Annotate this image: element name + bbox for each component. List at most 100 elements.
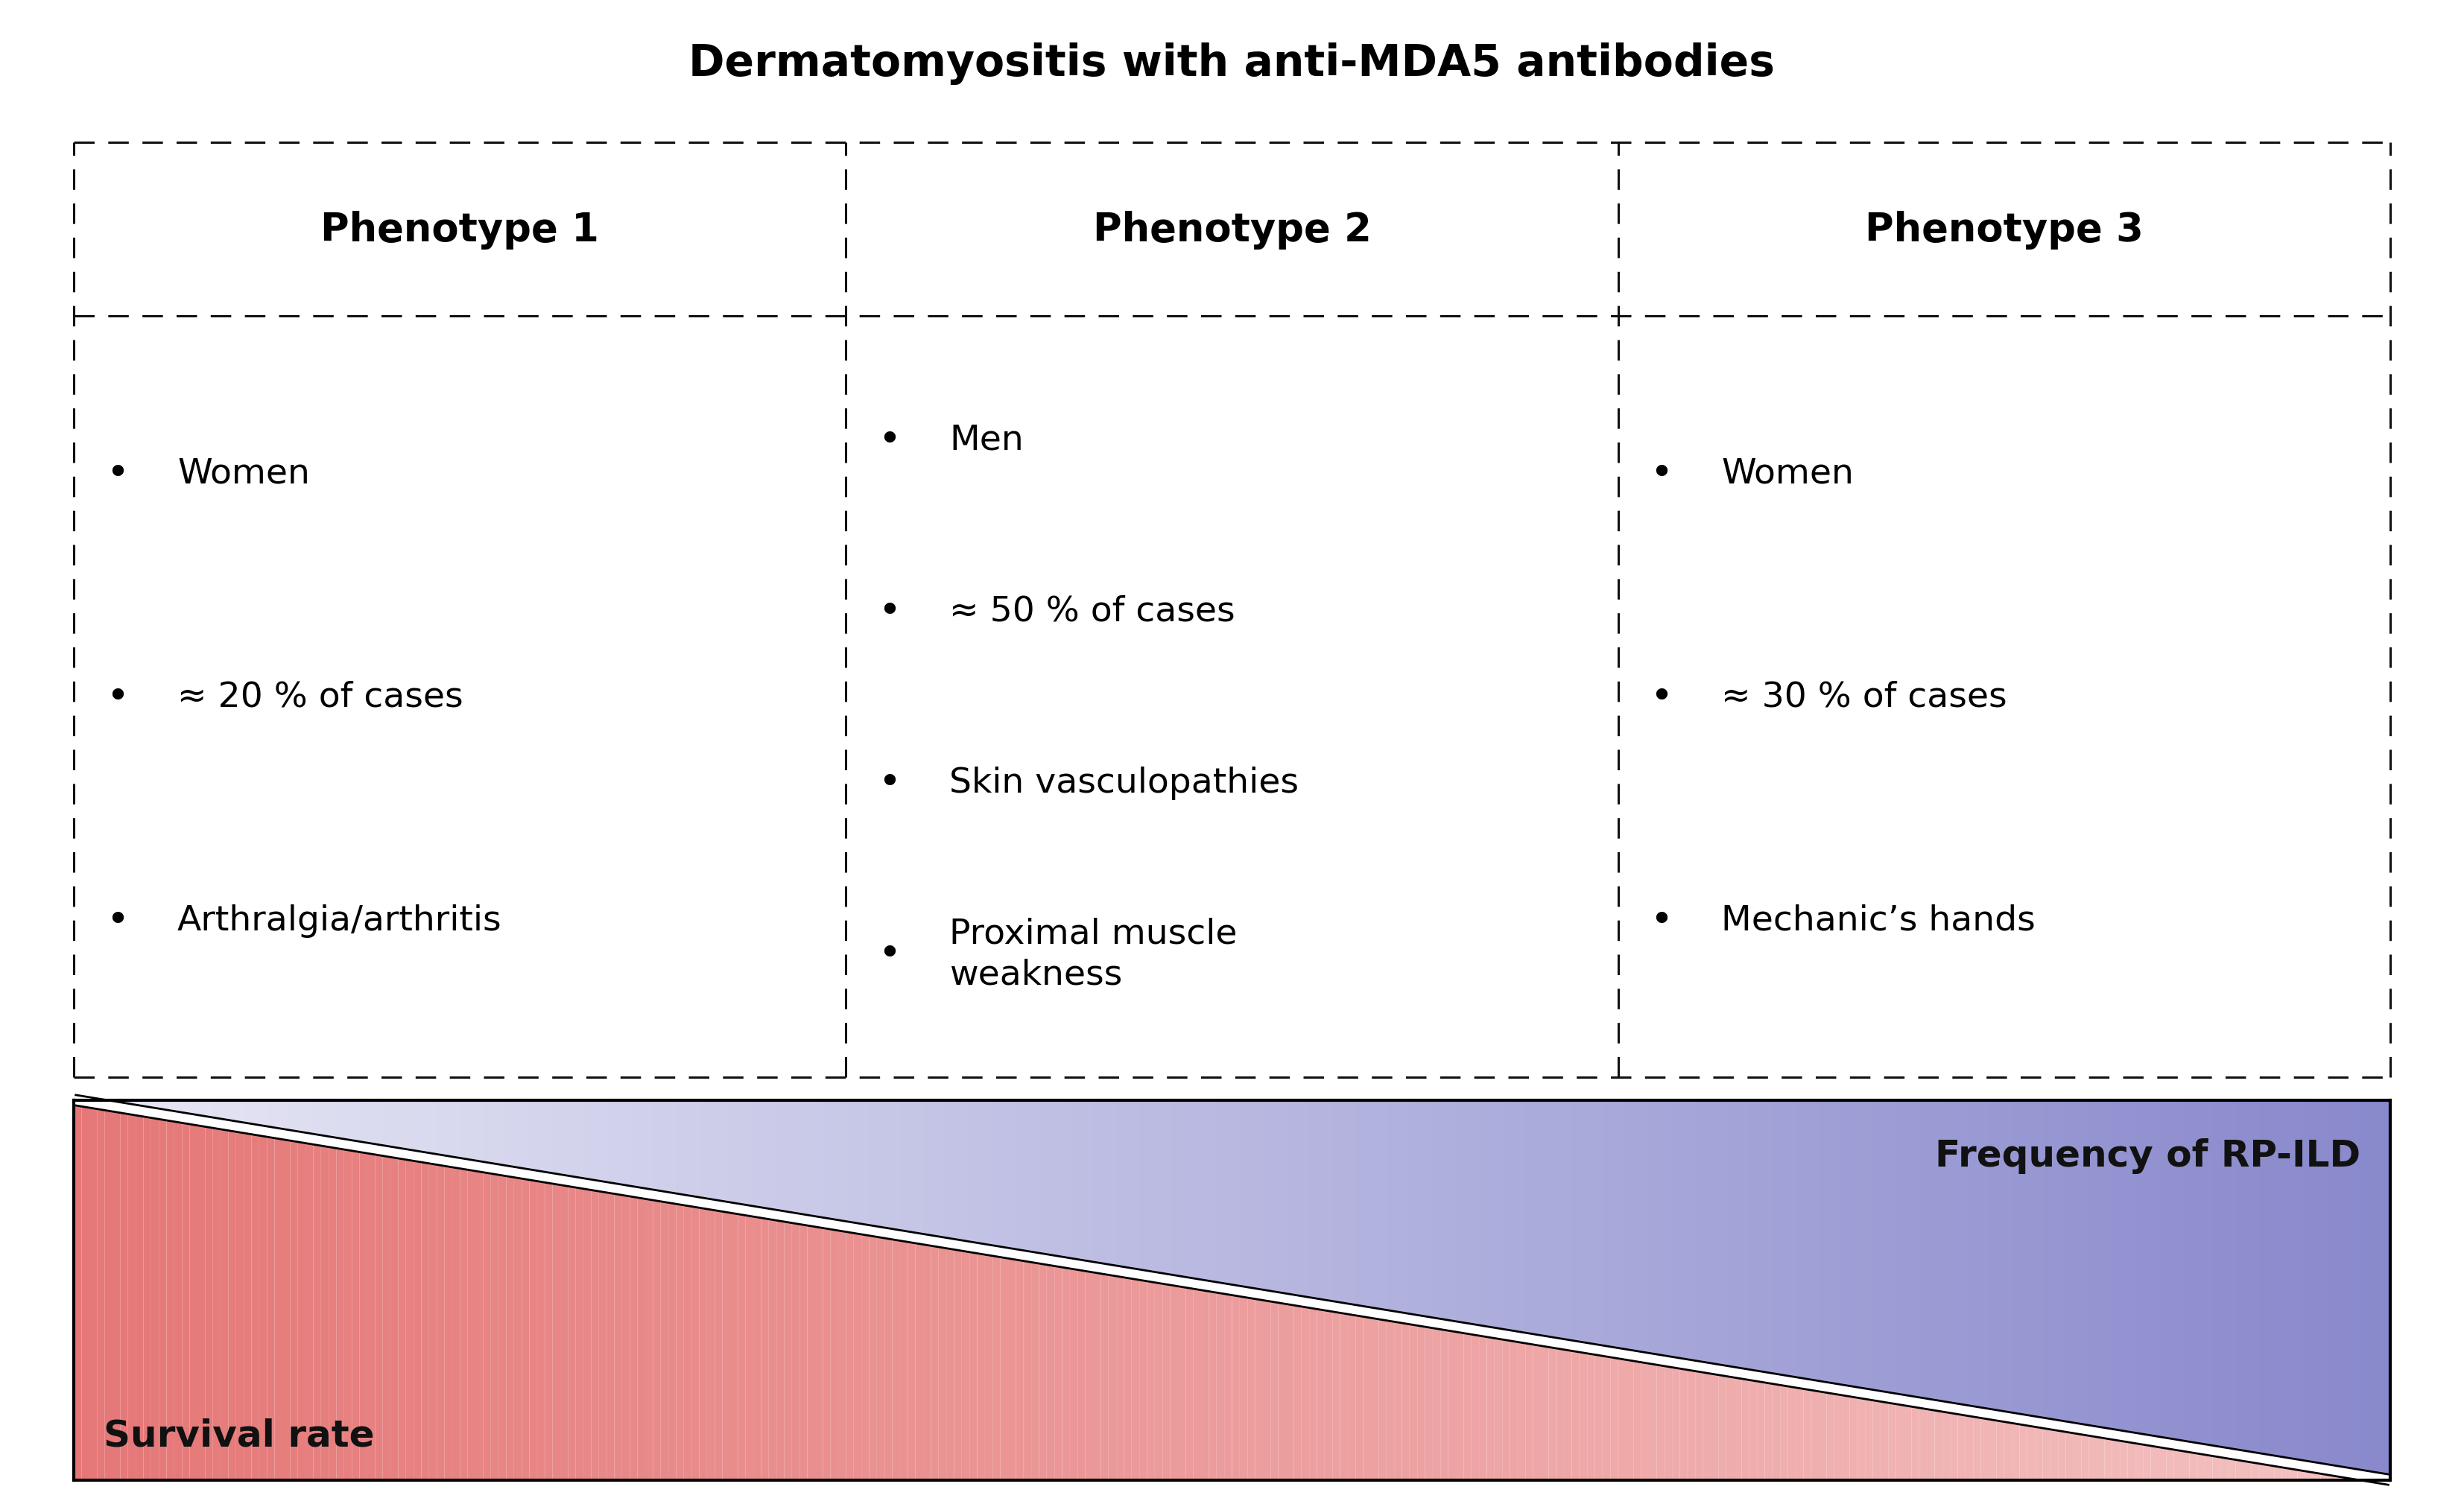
Polygon shape [1247,1100,1254,1295]
Polygon shape [121,1108,128,1480]
Text: Phenotype 1: Phenotype 1 [320,211,599,249]
Polygon shape [606,1100,614,1189]
Polygon shape [754,1212,761,1480]
Polygon shape [2213,1451,2220,1480]
Polygon shape [306,1138,313,1480]
Polygon shape [2235,1454,2242,1480]
Polygon shape [870,1100,877,1231]
Polygon shape [816,1222,823,1480]
Polygon shape [1370,1313,1380,1480]
Polygon shape [1464,1100,1471,1329]
Polygon shape [537,1100,545,1177]
Polygon shape [1409,1100,1417,1320]
Polygon shape [653,1195,660,1480]
Polygon shape [1200,1100,1210,1285]
Polygon shape [2306,1466,2314,1480]
Polygon shape [498,1100,505,1171]
Polygon shape [1572,1100,1579,1347]
Polygon shape [707,1204,715,1480]
Polygon shape [158,1114,168,1480]
Polygon shape [2328,1469,2336,1480]
Polygon shape [1402,1317,1409,1480]
Polygon shape [1619,1100,1626,1355]
Polygon shape [1826,1388,1833,1480]
Polygon shape [939,1242,946,1480]
Polygon shape [924,1100,931,1240]
Polygon shape [761,1213,769,1480]
Polygon shape [924,1239,931,1480]
Polygon shape [1764,1100,1772,1379]
Polygon shape [968,1100,978,1248]
Polygon shape [2274,1100,2282,1462]
Polygon shape [845,1227,853,1480]
Polygon shape [715,1100,722,1207]
Polygon shape [382,1100,389,1151]
Polygon shape [407,1154,414,1480]
Polygon shape [1611,1352,1619,1480]
Polygon shape [1981,1412,1988,1480]
Text: Phenotype 2: Phenotype 2 [1092,211,1372,249]
Polygon shape [2158,1100,2166,1444]
Polygon shape [345,1100,352,1145]
Polygon shape [1109,1100,1116,1270]
Polygon shape [1264,1100,1271,1296]
Polygon shape [1486,1332,1496,1480]
Polygon shape [1441,1100,1449,1326]
Polygon shape [1217,1287,1225,1480]
Polygon shape [313,1100,320,1141]
Polygon shape [1193,1100,1200,1285]
Polygon shape [113,1106,121,1480]
Text: Arthralgia/arthritis: Arthralgia/arthritis [177,904,503,937]
Polygon shape [1966,1411,1974,1480]
Text: Men: Men [949,423,1023,457]
Polygon shape [729,1207,737,1480]
Polygon shape [1210,1100,1217,1287]
Polygon shape [229,1100,237,1127]
Polygon shape [1015,1100,1023,1255]
Polygon shape [978,1248,986,1480]
Text: Women: Women [177,457,310,490]
Polygon shape [722,1100,729,1207]
Polygon shape [1727,1371,1735,1480]
Polygon shape [660,1100,668,1198]
Polygon shape [483,1168,490,1480]
Polygon shape [274,1100,283,1135]
Polygon shape [614,1189,621,1480]
Polygon shape [2213,1100,2220,1453]
Polygon shape [1850,1391,1858,1480]
Polygon shape [429,1159,436,1480]
Polygon shape [1594,1100,1602,1350]
Polygon shape [769,1215,776,1480]
Polygon shape [1424,1100,1432,1323]
Polygon shape [2104,1433,2112,1480]
Polygon shape [1934,1100,1942,1406]
Polygon shape [1348,1100,1355,1310]
Polygon shape [1703,1367,1710,1480]
Polygon shape [251,1100,259,1130]
Polygon shape [1055,1261,1062,1480]
Polygon shape [1264,1295,1271,1480]
Polygon shape [791,1218,801,1480]
Polygon shape [1040,1258,1047,1480]
Polygon shape [468,1100,476,1166]
Polygon shape [700,1100,707,1204]
Polygon shape [1456,1100,1464,1328]
Polygon shape [1138,1100,1148,1276]
Polygon shape [2351,1474,2358,1480]
Polygon shape [1887,1397,1895,1480]
Polygon shape [1656,1100,1663,1361]
Polygon shape [476,1100,483,1168]
Polygon shape [338,1144,345,1480]
Polygon shape [823,1100,830,1224]
Polygon shape [569,1181,577,1480]
Text: Survival rate: Survival rate [103,1417,375,1453]
Polygon shape [993,1100,1000,1252]
Polygon shape [328,1100,338,1144]
Polygon shape [668,1100,675,1200]
Polygon shape [2328,1100,2336,1471]
Polygon shape [1988,1414,1996,1480]
Polygon shape [946,1100,954,1245]
Polygon shape [1380,1100,1387,1316]
Polygon shape [784,1216,791,1480]
Polygon shape [993,1251,1000,1480]
